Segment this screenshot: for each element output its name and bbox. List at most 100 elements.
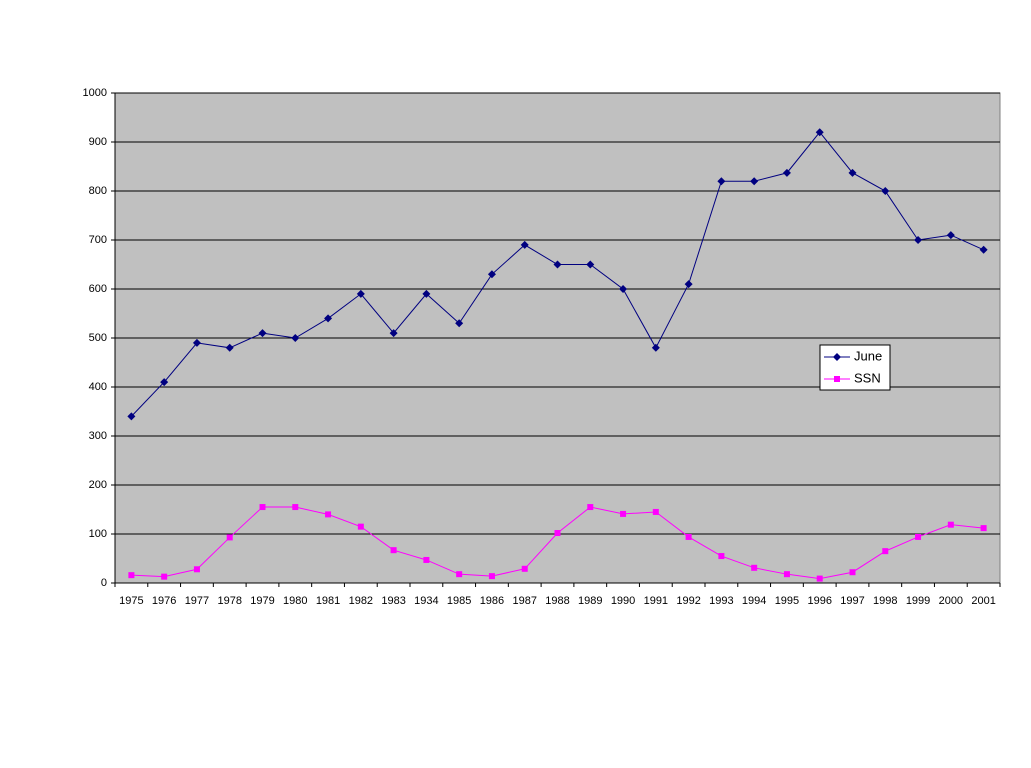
point xyxy=(487,270,496,279)
point xyxy=(652,508,659,515)
x-tick-label: 2001 xyxy=(971,595,995,607)
point xyxy=(226,534,233,541)
legend-box xyxy=(819,344,891,391)
point xyxy=(128,572,135,579)
x-tick-label: 1990 xyxy=(611,595,635,607)
point xyxy=(521,565,528,572)
point xyxy=(717,177,726,186)
y-tick-label: 200 xyxy=(89,479,107,491)
point xyxy=(718,553,725,560)
point xyxy=(488,573,495,580)
point xyxy=(882,548,889,555)
point xyxy=(946,231,955,240)
point xyxy=(915,533,922,540)
point xyxy=(750,177,759,186)
x-tick-label: 1995 xyxy=(775,595,799,607)
point xyxy=(192,338,201,347)
point xyxy=(881,187,890,195)
x-tick-label: 1978 xyxy=(217,595,241,607)
point xyxy=(455,319,464,328)
point xyxy=(390,547,397,554)
point xyxy=(834,376,840,382)
point xyxy=(225,343,234,352)
point xyxy=(193,566,200,573)
point xyxy=(553,260,562,269)
point xyxy=(161,573,168,580)
point xyxy=(586,260,595,269)
x-tick-label: 1983 xyxy=(381,595,405,607)
x-tick-label: 1975 xyxy=(119,595,143,607)
point xyxy=(914,236,923,244)
point xyxy=(684,280,693,289)
y-tick-label: 300 xyxy=(89,430,107,442)
x-tick-label: 1987 xyxy=(512,595,536,607)
legend-label: June xyxy=(854,348,882,363)
y-tick-label: 1000 xyxy=(83,87,107,99)
x-tick-label: 1980 xyxy=(283,595,307,607)
x-tick-label: 1982 xyxy=(349,595,373,607)
point xyxy=(816,575,823,582)
point xyxy=(520,240,529,249)
point xyxy=(291,334,300,342)
point xyxy=(160,378,169,387)
x-tick-label: 1992 xyxy=(676,595,700,607)
point xyxy=(587,504,594,511)
y-tick-label: 800 xyxy=(89,185,107,197)
y-tick-label: 600 xyxy=(89,283,107,295)
point xyxy=(456,571,463,578)
x-tick-label: 1985 xyxy=(447,595,471,607)
x-tick-label: 1981 xyxy=(316,595,340,607)
y-tick-label: 100 xyxy=(89,528,107,540)
x-tick-label: 1993 xyxy=(709,595,733,607)
point xyxy=(356,289,365,298)
x-tick-label: 1986 xyxy=(480,595,504,607)
y-tick-label: 400 xyxy=(89,381,107,393)
y-tick-label: 0 xyxy=(101,577,107,589)
point xyxy=(619,285,628,293)
point xyxy=(980,525,987,532)
point xyxy=(685,533,692,540)
y-tick-label: 900 xyxy=(89,136,107,148)
x-tick-label: 1979 xyxy=(250,595,274,607)
point xyxy=(357,523,364,530)
point xyxy=(783,571,790,578)
point xyxy=(423,556,430,563)
point xyxy=(554,530,561,537)
legend: June SSN xyxy=(819,344,891,391)
point xyxy=(259,504,266,511)
x-tick-label: 1996 xyxy=(807,595,831,607)
x-tick-label: 1994 xyxy=(742,595,766,607)
point xyxy=(782,168,791,177)
x-tick-label: 1998 xyxy=(873,595,897,607)
y-tick-label: 500 xyxy=(89,332,107,344)
point xyxy=(422,289,431,298)
point xyxy=(324,314,333,323)
x-tick-label: 2000 xyxy=(939,595,963,607)
x-tick-label: 1999 xyxy=(906,595,930,607)
point xyxy=(620,510,627,517)
point xyxy=(833,353,841,361)
point xyxy=(751,564,758,571)
point xyxy=(849,569,856,576)
point xyxy=(651,343,660,352)
legend-label: SSN xyxy=(854,370,881,385)
x-tick-label: 1991 xyxy=(644,595,668,607)
point xyxy=(389,329,398,338)
point xyxy=(325,511,332,518)
point xyxy=(258,329,267,338)
y-tick-label: 700 xyxy=(89,234,107,246)
point xyxy=(292,504,299,511)
x-tick-label: 1977 xyxy=(185,595,209,607)
x-tick-label: 1934 xyxy=(414,595,438,607)
point xyxy=(127,412,136,421)
x-tick-label: 1997 xyxy=(840,595,864,607)
x-tick-label: 1988 xyxy=(545,595,569,607)
point xyxy=(848,168,857,177)
point xyxy=(815,128,824,137)
point xyxy=(979,245,988,254)
x-tick-label: 1989 xyxy=(578,595,602,607)
x-tick-label: 1976 xyxy=(152,595,176,607)
point xyxy=(947,521,954,528)
